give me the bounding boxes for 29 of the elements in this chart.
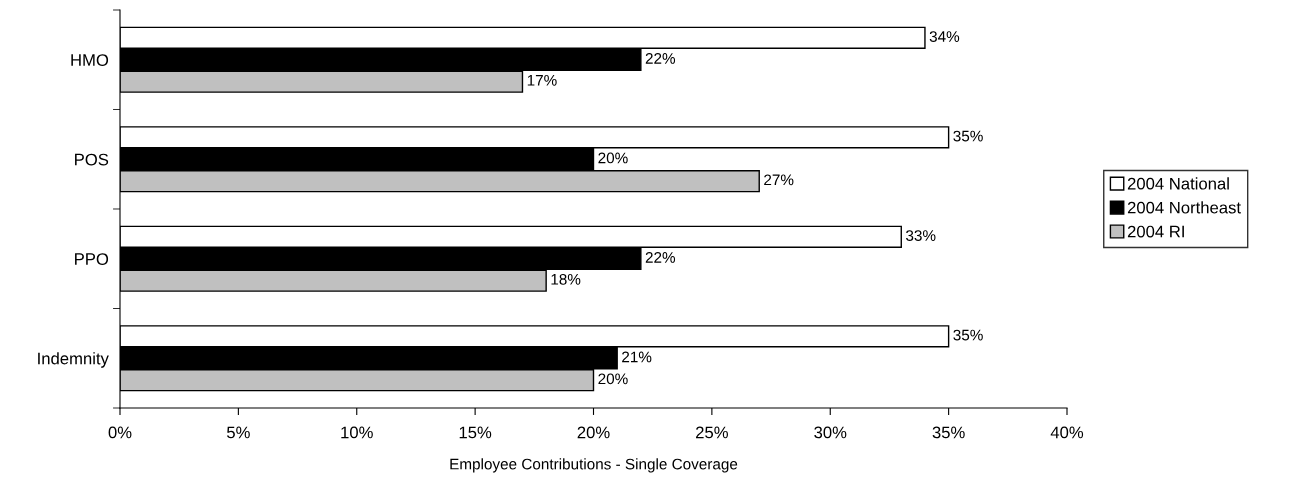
data-label: 35% [953, 130, 983, 142]
data-label: 22% [645, 252, 676, 263]
y-tick-label: Indemnity [38, 352, 109, 368]
data-label: 20% [598, 373, 628, 385]
data-label: 33% [906, 230, 936, 241]
y-tick-label: POS [75, 153, 109, 166]
y-tick-label: HMO [71, 54, 109, 66]
x-axis-title: Employee Contributions - Single Coverage [450, 458, 738, 473]
x-tick-label: 20% [577, 426, 610, 439]
x-tick-label: 10% [341, 426, 373, 439]
x-tick-label: 35% [932, 426, 965, 439]
legend-label: 2004 National [1127, 177, 1229, 190]
y-tick-label: PPO [75, 253, 109, 265]
data-label: 21% [622, 351, 652, 363]
data-label: 27% [764, 174, 794, 186]
x-tick-label: 40% [1050, 426, 1084, 439]
data-label: 34% [929, 31, 960, 42]
data-label: 17% [527, 74, 557, 86]
x-tick-label: 5% [227, 426, 250, 439]
data-label: 20% [598, 152, 628, 164]
x-tick-label: 30% [814, 426, 847, 439]
legend-label: 2004 RI [1127, 225, 1184, 238]
data-label: 18% [551, 273, 581, 285]
x-tick-label: 25% [696, 426, 728, 439]
data-label: 35% [953, 329, 983, 341]
legend-label: 2004 Northeast [1127, 201, 1241, 214]
x-tick-label: 0% [108, 426, 132, 439]
x-tick-label: 15% [459, 426, 492, 439]
data-label: 22% [645, 53, 676, 64]
